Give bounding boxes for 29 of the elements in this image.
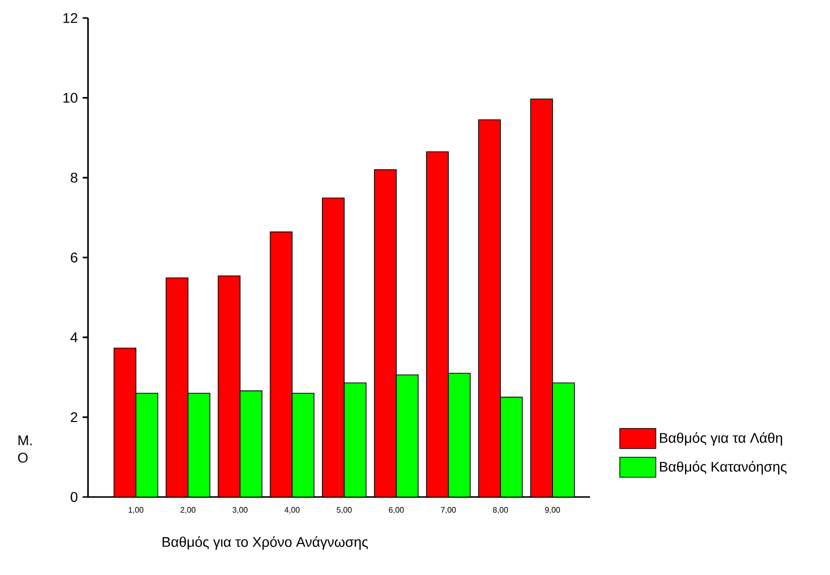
y-tick-label: 2 <box>70 412 78 422</box>
y-tick-label: 10 <box>63 92 78 103</box>
bar <box>270 232 293 497</box>
bar <box>114 348 136 497</box>
x-tick-label: 6,00 <box>388 507 404 514</box>
x-tick-label: 8,00 <box>493 507 508 514</box>
x-tick-label: 5,00 <box>336 507 352 514</box>
y-axis-title: Μ. Ο <box>18 436 32 463</box>
bar <box>530 98 553 497</box>
bar <box>478 119 501 497</box>
x-tick-label: 7,00 <box>441 507 456 514</box>
bar <box>218 275 240 497</box>
x-axis-title: Βαθμός για το Χρόνο Ανάγνωσης <box>162 536 368 550</box>
y-tick-label: 8 <box>70 172 78 183</box>
y-tick-label: 0 <box>70 492 78 502</box>
y-tick-label: 4 <box>70 332 78 342</box>
x-tick-label: 4,00 <box>284 507 300 514</box>
x-tick-label: 3,00 <box>232 507 248 514</box>
legend-label: Βαθμός Κατανόησης <box>660 461 787 474</box>
bar <box>322 198 345 497</box>
x-tick-label: 9,00 <box>545 507 560 514</box>
y-tick-label: 6 <box>70 252 78 262</box>
legend-label: Βαθμός για τα Λάθη <box>660 432 782 446</box>
bar <box>426 151 449 497</box>
bar <box>374 169 397 497</box>
x-tick-label: 2,00 <box>180 507 196 514</box>
y-tick-label: 12 <box>63 13 78 23</box>
x-tick-label: 1,00 <box>128 507 144 514</box>
bar <box>166 277 188 497</box>
